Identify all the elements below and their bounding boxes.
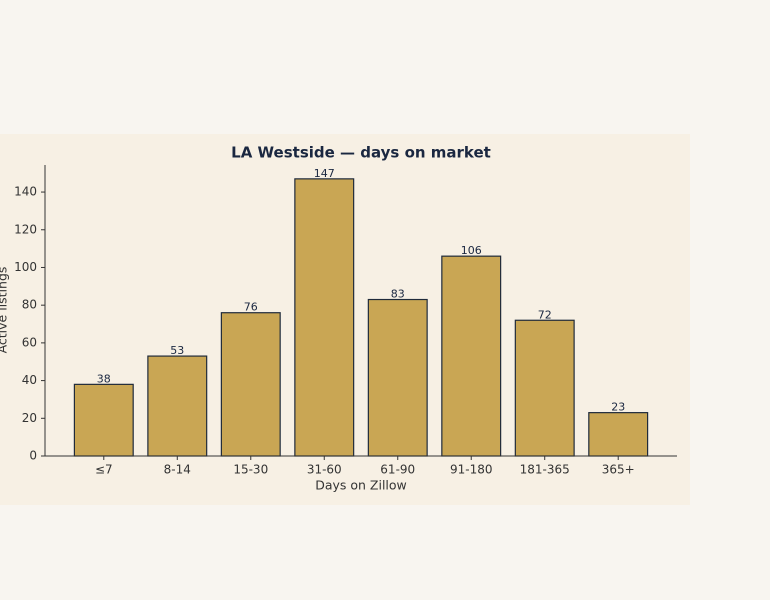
x-tick-label: 181-365 (520, 463, 570, 477)
y-tick-label: 140 (14, 185, 37, 199)
x-tick-label: 91-180 (450, 463, 493, 477)
y-tick-label: 80 (22, 298, 37, 312)
bar (441, 255, 502, 457)
x-tick-label: ≤7 (95, 463, 113, 477)
data-label: 147 (314, 167, 335, 180)
bar (367, 298, 428, 457)
x-tick-label: 61-90 (380, 463, 415, 477)
y-tick-label: 0 (29, 449, 37, 463)
data-label: 72 (538, 308, 552, 321)
data-label: 23 (611, 401, 625, 414)
data-label: 83 (391, 288, 405, 301)
bar (73, 383, 134, 457)
x-tick-label: 15-30 (233, 463, 268, 477)
y-tick-label: 100 (14, 260, 37, 274)
data-label: 53 (170, 344, 184, 357)
x-tick-label: 31-60 (307, 463, 342, 477)
x-tick-label: 365+ (602, 463, 635, 477)
bar (588, 412, 649, 457)
x-tick-label: 8-14 (164, 463, 191, 477)
data-label: 38 (97, 372, 111, 385)
bar (220, 312, 281, 457)
y-axis-label: Active listings (0, 267, 10, 354)
bar (147, 355, 208, 457)
x-axis-label: Days on Zillow (315, 478, 407, 493)
y-tick-label: 60 (22, 335, 37, 349)
chart-title: LA Westside — days on market (231, 144, 491, 162)
y-tick-label: 20 (22, 411, 37, 425)
y-tick-label: 40 (22, 373, 37, 387)
bar (514, 319, 575, 457)
y-tick-label: 120 (14, 222, 37, 236)
data-label: 106 (461, 244, 482, 257)
data-label: 76 (244, 301, 258, 314)
bar (294, 178, 355, 457)
